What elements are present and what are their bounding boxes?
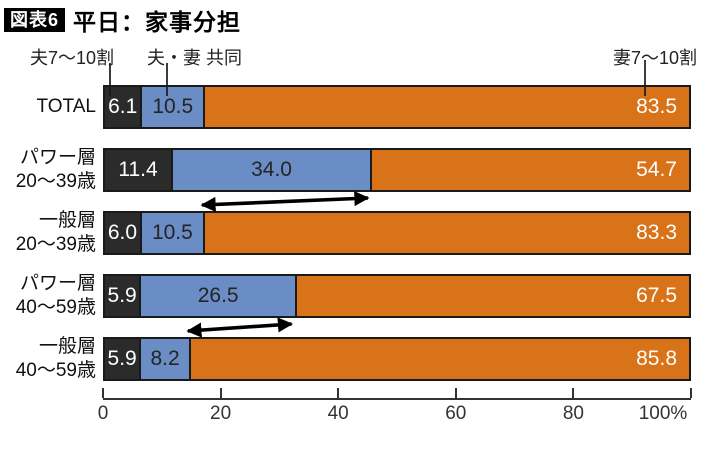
segment-value: 5.9: [107, 347, 137, 370]
x-axis-tick: [572, 388, 575, 398]
bar-segment: 5.9: [105, 339, 140, 379]
x-axis-tick: [690, 388, 692, 398]
x-axis: [103, 398, 691, 400]
bar-row: 6.1 10.5 83.5: [103, 85, 691, 129]
x-axis-tick-label: 80: [562, 403, 584, 424]
segment-value: 6.1: [108, 95, 138, 118]
bar-segment: 6.1: [105, 87, 141, 127]
comparison-arrow: [200, 191, 370, 212]
segment-value: 11.4: [118, 158, 158, 181]
bar-row: 5.9 26.5 67.5: [103, 274, 691, 318]
segment-value: 83.3: [636, 221, 677, 244]
legend-label-wife: 妻7〜10割: [612, 48, 697, 68]
category-label: 一般層 20〜39歳: [15, 210, 96, 255]
bar-segment: 83.3: [202, 213, 689, 253]
x-axis-tick: [102, 388, 104, 398]
category-label: パワー層 40〜59歳: [15, 273, 96, 318]
bar-row: 6.0 10.5 83.3: [103, 211, 691, 255]
bar-segment: 26.5: [139, 276, 296, 316]
bar-segment: 6.0: [105, 213, 140, 253]
x-axis-tick: [454, 388, 457, 398]
category-label: 一般層 40〜59歳: [15, 336, 96, 381]
segment-value: 10.5: [152, 95, 194, 118]
segment-value: 34.0: [251, 158, 292, 181]
segment-value: 54.7: [636, 158, 677, 181]
bar-segment: 10.5: [139, 213, 203, 253]
segment-value: 26.5: [197, 284, 239, 307]
bar-segment: 83.5: [203, 87, 689, 127]
bar-segment: 67.5: [295, 276, 689, 316]
x-axis-tick-label: 60: [445, 403, 467, 424]
comparison-arrow: [186, 317, 294, 338]
x-axis-tick-label: 40: [327, 403, 349, 424]
segment-value: 5.9: [107, 284, 137, 307]
bar-segment: 5.9: [105, 276, 140, 316]
legend-label-husband: 夫7〜10割: [30, 48, 115, 68]
category-label: TOTAL: [36, 96, 96, 117]
bar-segment: 8.2: [139, 339, 189, 379]
segment-value: 8.2: [150, 347, 180, 370]
segment-value: 67.5: [636, 284, 677, 307]
x-axis-tick-label: 20: [210, 403, 232, 424]
segment-value: 6.0: [107, 221, 138, 244]
segment-value: 83.5: [636, 95, 677, 118]
x-axis-tick-label: 100%: [638, 403, 688, 424]
x-axis-tick: [337, 388, 340, 398]
bar-row: 5.9 8.2 85.8: [103, 337, 691, 381]
figure-badge: 図表6: [4, 8, 66, 32]
page-title: 平日：家事分担: [73, 9, 242, 35]
x-axis-tick-label: 0: [97, 403, 109, 424]
chart-header: 図表6 平日：家事分担: [4, 3, 241, 37]
bar-segment: 54.7: [370, 150, 689, 190]
bar-segment: 85.8: [188, 339, 689, 379]
category-label: パワー層 20〜39歳: [15, 147, 96, 192]
bar-row: 11.4 34.0 54.7: [103, 148, 691, 192]
bar-segment: 10.5: [140, 87, 204, 127]
segment-value: 85.8: [636, 347, 677, 370]
x-axis-tick: [219, 388, 222, 398]
segment-value: 10.5: [151, 221, 193, 244]
bar-segment: 11.4: [105, 150, 172, 190]
legend-label-joint: 夫・妻 共同: [147, 48, 243, 68]
bar-segment: 34.0: [171, 150, 371, 190]
